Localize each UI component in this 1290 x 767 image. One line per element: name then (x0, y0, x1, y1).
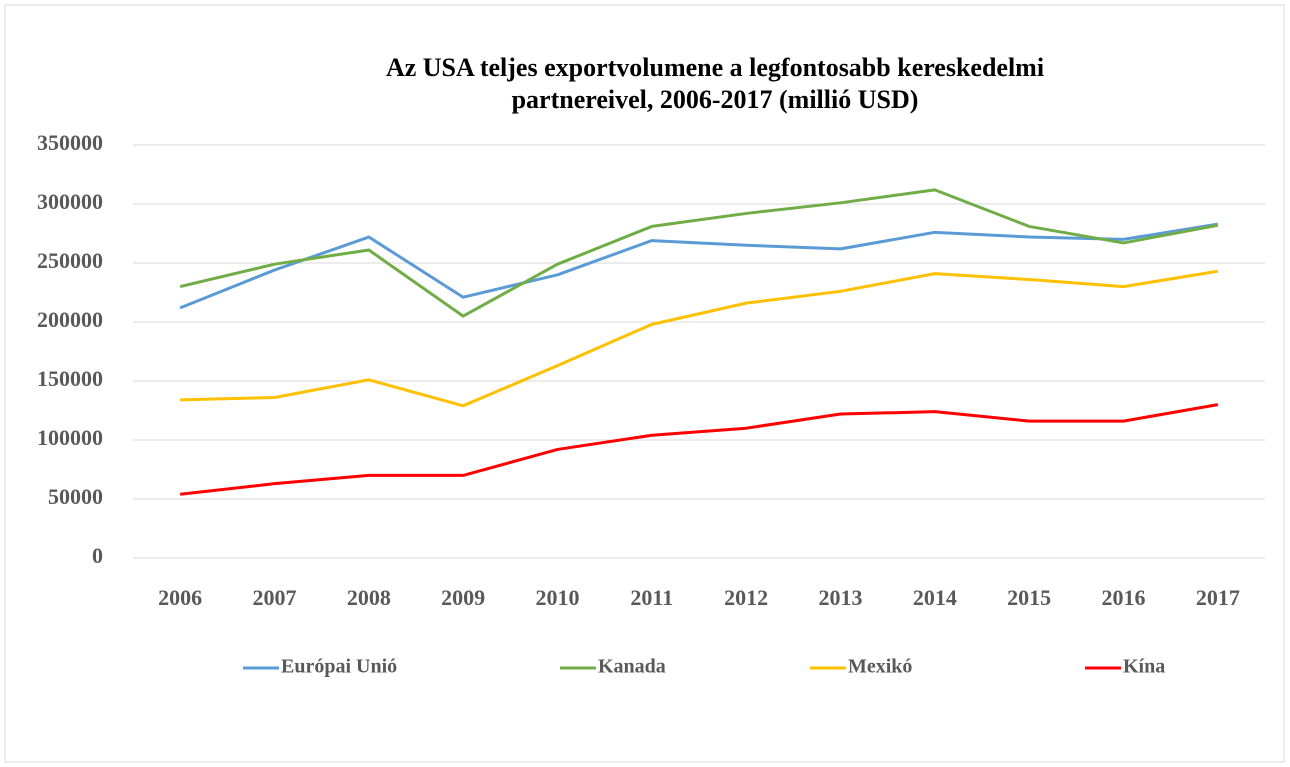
x-tick-label: 2011 (630, 585, 673, 610)
y-tick-label: 350000 (37, 130, 103, 155)
x-tick-label: 2006 (158, 585, 202, 610)
chart-title: Az USA teljes exportvolumene a legfontos… (386, 53, 1044, 82)
chart-frame (4, 4, 1285, 763)
y-tick-label: 250000 (37, 248, 103, 273)
chart-title: partnereivel, 2006-2017 (millió USD) (512, 85, 919, 114)
y-tick-label: 150000 (37, 366, 103, 391)
x-tick-label: 2013 (819, 585, 863, 610)
y-tick-label: 0 (92, 543, 103, 568)
x-tick-label: 2012 (724, 585, 768, 610)
y-tick-label: 50000 (48, 484, 103, 509)
x-tick-label: 2015 (1007, 585, 1051, 610)
y-tick-label: 300000 (37, 189, 103, 214)
x-tick-label: 2008 (347, 585, 391, 610)
y-tick-label: 100000 (37, 425, 103, 450)
legend-label: Kanada (598, 656, 666, 678)
x-tick-label: 2007 (253, 585, 297, 610)
x-tick-label: 2014 (913, 585, 957, 610)
series-line (179, 403, 1219, 496)
legend-label: Mexikó (848, 656, 912, 678)
legend-label: Európai Unió (281, 656, 397, 678)
series-line (179, 188, 1219, 318)
x-tick-label: 2016 (1102, 585, 1146, 610)
y-tick-label: 200000 (37, 307, 103, 332)
legend-label: Kína (1123, 656, 1165, 678)
series-line (180, 269, 1219, 408)
series-line (179, 222, 1219, 310)
x-tick-label: 2010 (536, 585, 580, 610)
x-tick-label: 2009 (441, 585, 485, 610)
x-tick-label: 2017 (1196, 585, 1240, 610)
